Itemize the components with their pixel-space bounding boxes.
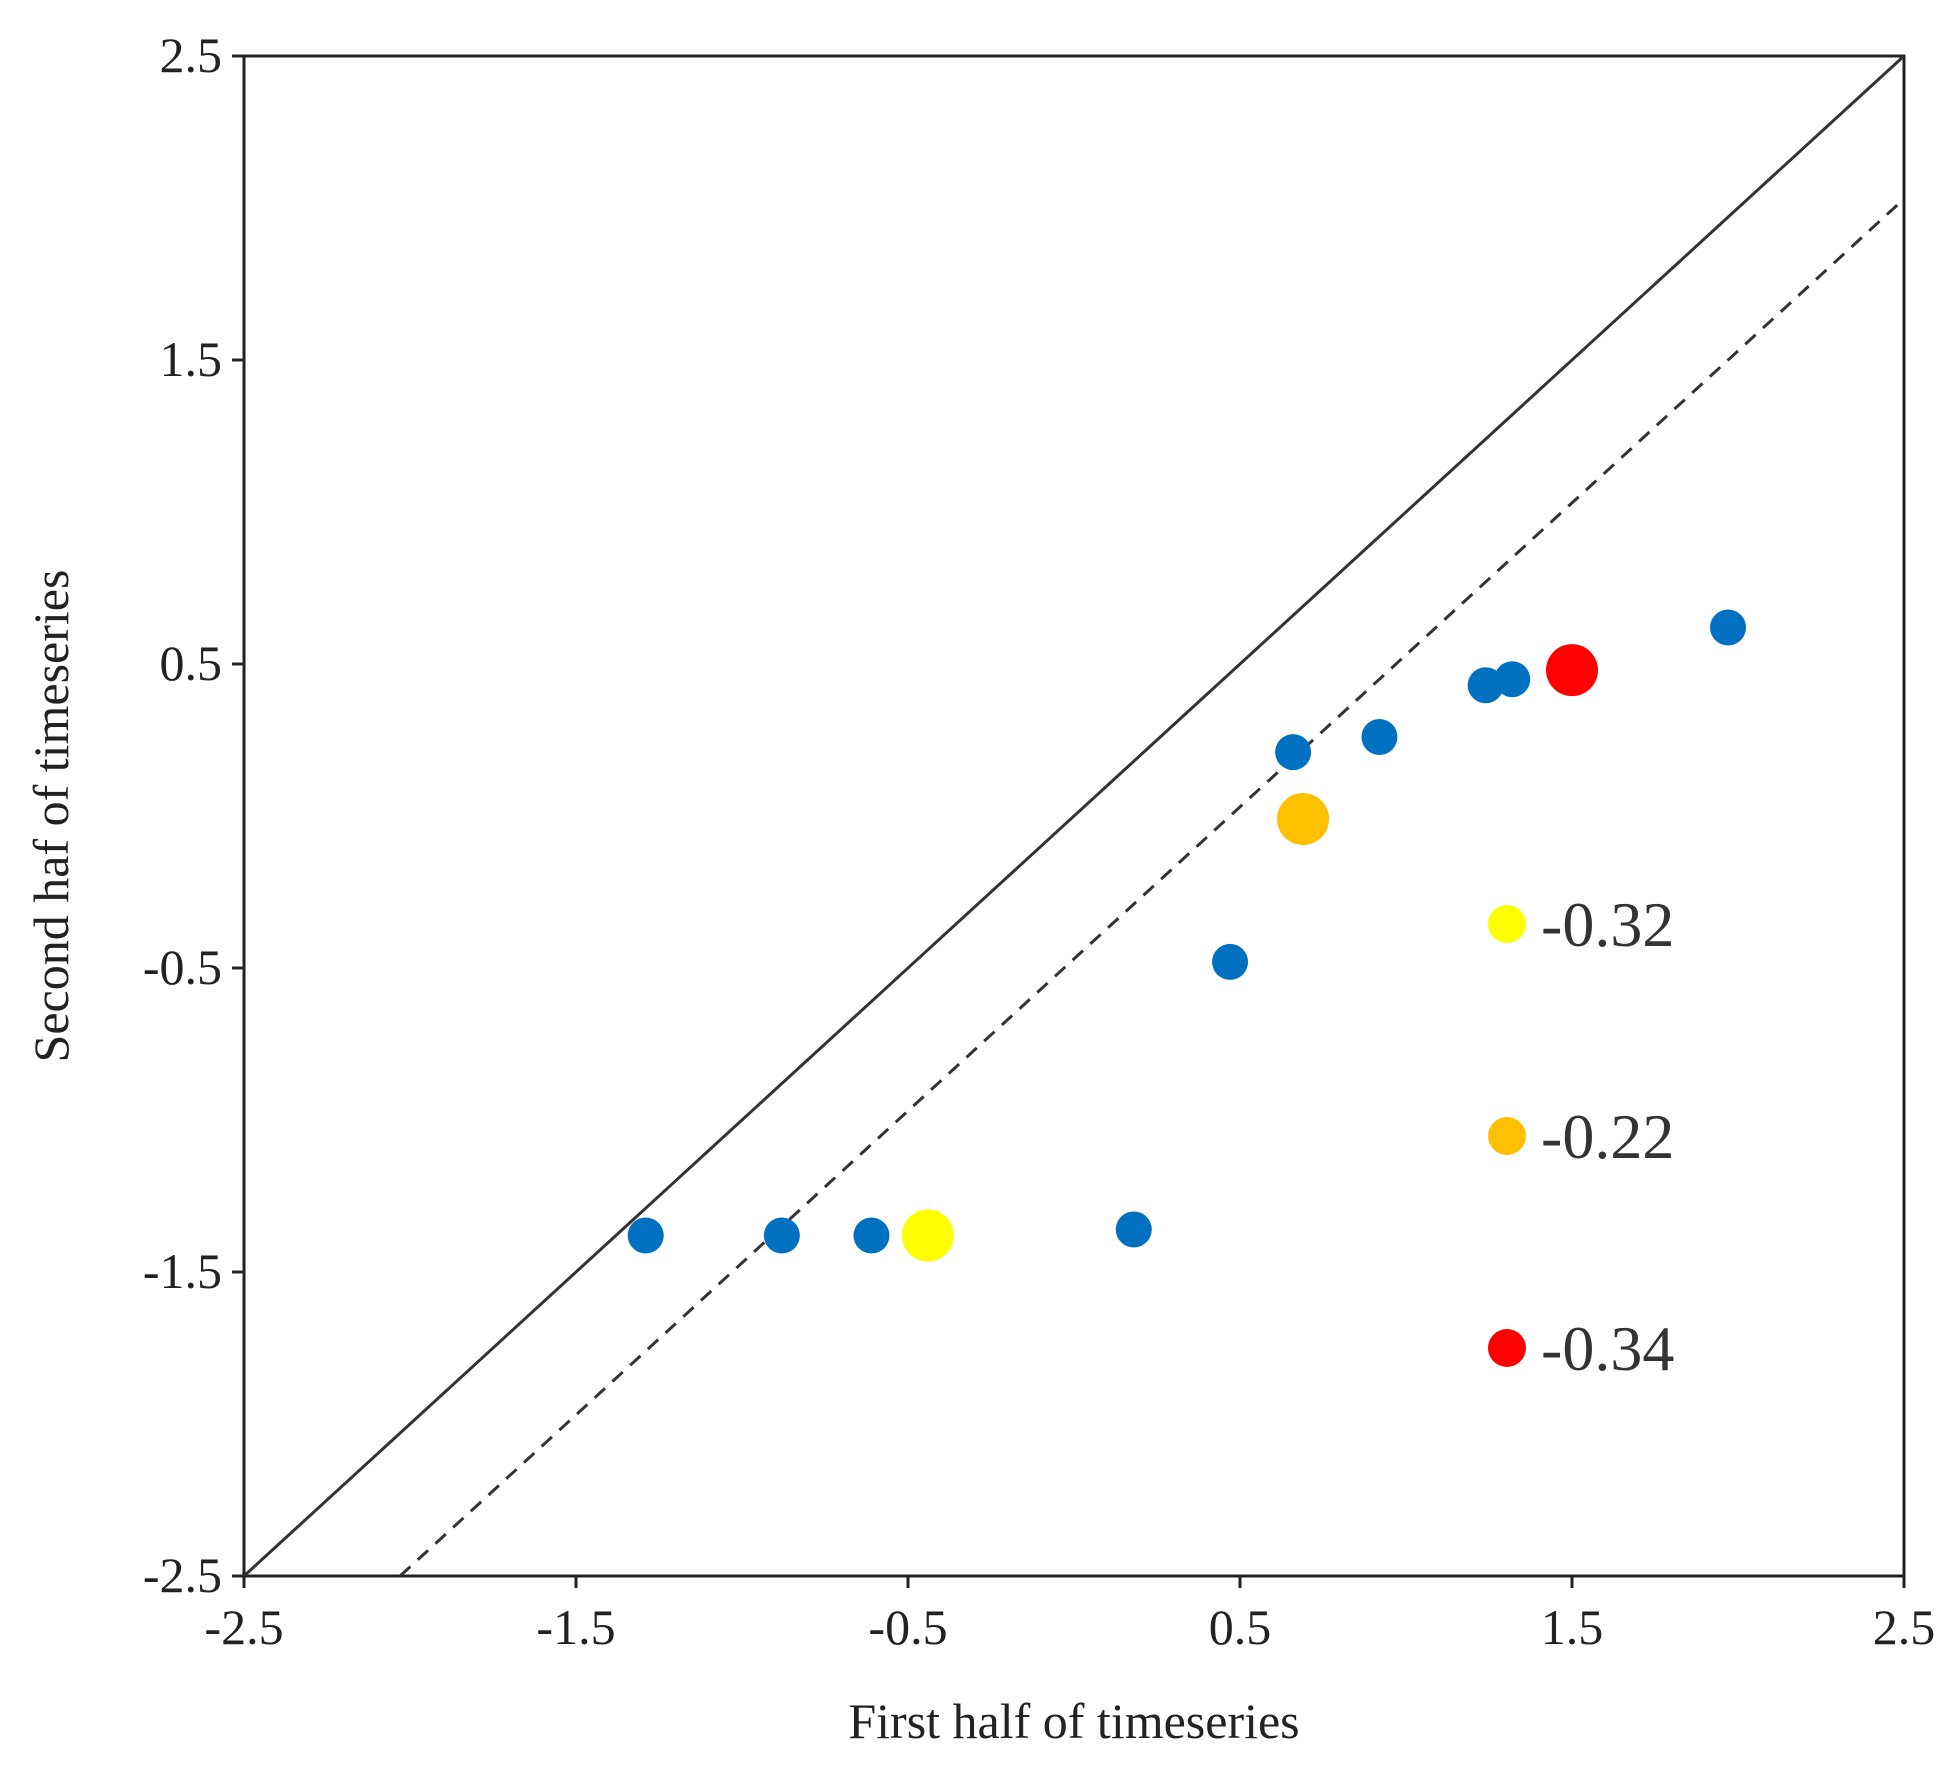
highlighted-point [1277,793,1330,846]
legend-swatch [1488,905,1526,943]
data-point [1275,734,1312,771]
x-tick-label: 2.5 [1873,1599,1936,1655]
reference-lines [242,54,1906,1578]
data-point [1212,943,1249,980]
legend-swatch [1488,1329,1526,1367]
dashed-reference-line [399,197,1906,1578]
x-tick-label: -1.5 [536,1599,615,1655]
x-tick-label: 0.5 [1209,1599,1272,1655]
y-tick-label: -2.5 [143,1547,222,1603]
data-point [763,1217,800,1254]
y-tick-label: 2.5 [160,27,223,83]
data-point [1115,1211,1152,1248]
x-tick-label: -0.5 [868,1599,947,1655]
y-axis-ticks: -2.5 -1.5 -0.5 0.5 1.5 2.5 [143,27,244,1603]
y-tick-label: 1.5 [160,331,223,387]
legend-label: -0.34 [1541,1313,1674,1384]
highlighted-point [1546,644,1598,697]
data-point [627,1217,664,1254]
data-point [1494,661,1531,698]
legend: -0.32 -0.22 -0.34 [1488,889,1674,1384]
x-axis-title: First half of timeseries [848,1693,1299,1749]
legend-label: -0.22 [1541,1101,1674,1172]
x-tick-label: -2.5 [204,1599,283,1655]
x-tick-label: 1.5 [1541,1599,1604,1655]
data-point [1710,609,1747,646]
y-tick-label: -1.5 [143,1243,222,1299]
data-point [853,1217,890,1254]
data-point [1361,718,1398,755]
y-axis-title: Second haf of timeseries [23,570,79,1063]
x-axis-ticks: -2.5 -1.5 -0.5 0.5 1.5 2.5 [204,1576,1935,1655]
plot-frame [242,54,1906,1578]
data-points [627,609,1747,1262]
highlighted-point [901,1209,954,1262]
legend-label: -0.32 [1541,889,1674,960]
legend-swatch [1488,1117,1526,1155]
y-tick-label: 0.5 [160,635,223,691]
identity-line [242,54,1906,1578]
y-tick-label: -0.5 [143,939,222,995]
